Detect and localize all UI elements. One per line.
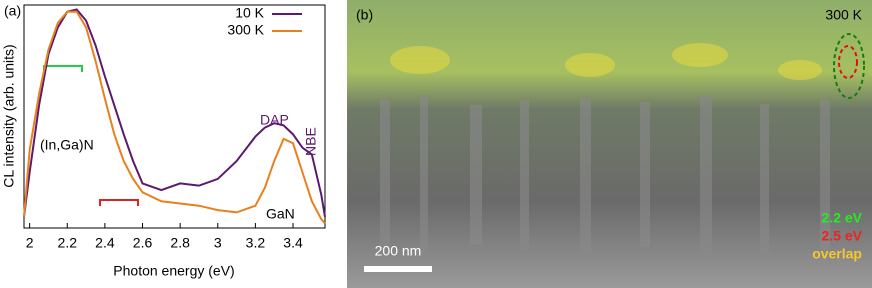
scale-bar-label: 200 nm	[375, 243, 422, 259]
x-tick-label: 3.4	[283, 235, 303, 251]
channel-label: overlap	[812, 246, 862, 262]
legend-label: 300 K	[227, 22, 264, 38]
channel-label: 2.2 eV	[822, 210, 863, 226]
annotation: (In,Ga)N	[40, 137, 94, 153]
annotation: NBE	[303, 127, 319, 156]
x-tick-label: 3	[214, 235, 222, 251]
y-axis-label: CL intensity (arb. units)	[1, 44, 17, 187]
x-tick-label: 2.4	[95, 235, 115, 251]
range-bracket	[43, 65, 83, 72]
x-tick-label: 3.2	[246, 235, 266, 251]
x-axis-label: Photon energy (eV)	[113, 263, 234, 279]
sem-image	[347, 0, 872, 288]
annotation: GaN	[266, 206, 295, 222]
plot-frame	[23, 4, 326, 229]
line-series	[23, 10, 326, 225]
panel-label: (a)	[4, 3, 21, 19]
x-tick-label: 2.8	[170, 235, 190, 251]
x-tick-label: 2	[26, 235, 34, 251]
panel-label: (b)	[356, 7, 373, 23]
temperature-label: 300 K	[825, 7, 862, 23]
legend-label: 10 K	[235, 5, 264, 21]
channel-label: 2.5 eV	[822, 228, 863, 244]
x-tick-label: 2.2	[58, 235, 78, 251]
annotation: DAP	[260, 112, 289, 128]
x-tick-label: 2.6	[133, 235, 153, 251]
line-series	[23, 8, 326, 218]
range-bracket	[99, 199, 139, 206]
